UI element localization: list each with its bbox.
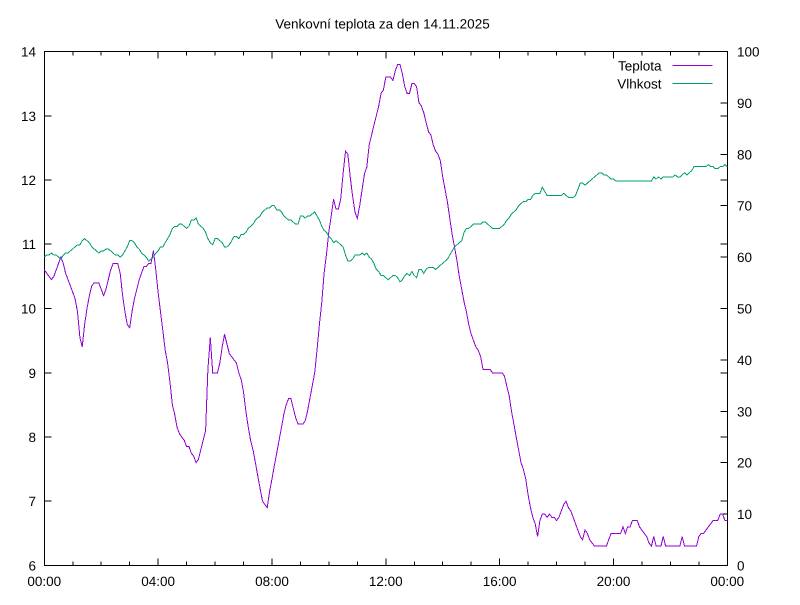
svg-text:14: 14 (21, 45, 37, 60)
svg-text:Vlhkost: Vlhkost (617, 77, 662, 92)
svg-text:12: 12 (21, 173, 36, 188)
svg-text:Teplota: Teplota (618, 59, 662, 74)
svg-text:40: 40 (737, 353, 752, 368)
svg-text:80: 80 (737, 147, 752, 162)
svg-text:04:00: 04:00 (141, 574, 175, 589)
svg-text:08:00: 08:00 (255, 574, 289, 589)
svg-text:00:00: 00:00 (27, 574, 61, 589)
svg-text:30: 30 (737, 404, 752, 419)
svg-text:6: 6 (28, 559, 36, 574)
svg-text:11: 11 (22, 237, 36, 252)
svg-text:9: 9 (28, 366, 36, 381)
svg-text:50: 50 (737, 302, 752, 317)
svg-text:00:00: 00:00 (710, 574, 744, 589)
svg-text:13: 13 (21, 109, 36, 124)
svg-text:10: 10 (21, 302, 36, 317)
svg-text:20:00: 20:00 (597, 574, 631, 589)
svg-text:12:00: 12:00 (369, 574, 403, 589)
svg-text:Venkovní teplota za den 14.11.: Venkovní teplota za den 14.11.2025 (275, 17, 489, 32)
svg-text:7: 7 (28, 494, 36, 509)
svg-text:100: 100 (737, 45, 760, 60)
svg-text:0: 0 (737, 559, 745, 574)
svg-text:16:00: 16:00 (483, 574, 517, 589)
svg-text:90: 90 (737, 96, 752, 111)
svg-text:20: 20 (737, 456, 752, 471)
svg-text:10: 10 (737, 507, 752, 522)
svg-text:60: 60 (737, 250, 752, 265)
svg-text:70: 70 (737, 199, 752, 214)
svg-text:8: 8 (28, 430, 36, 445)
